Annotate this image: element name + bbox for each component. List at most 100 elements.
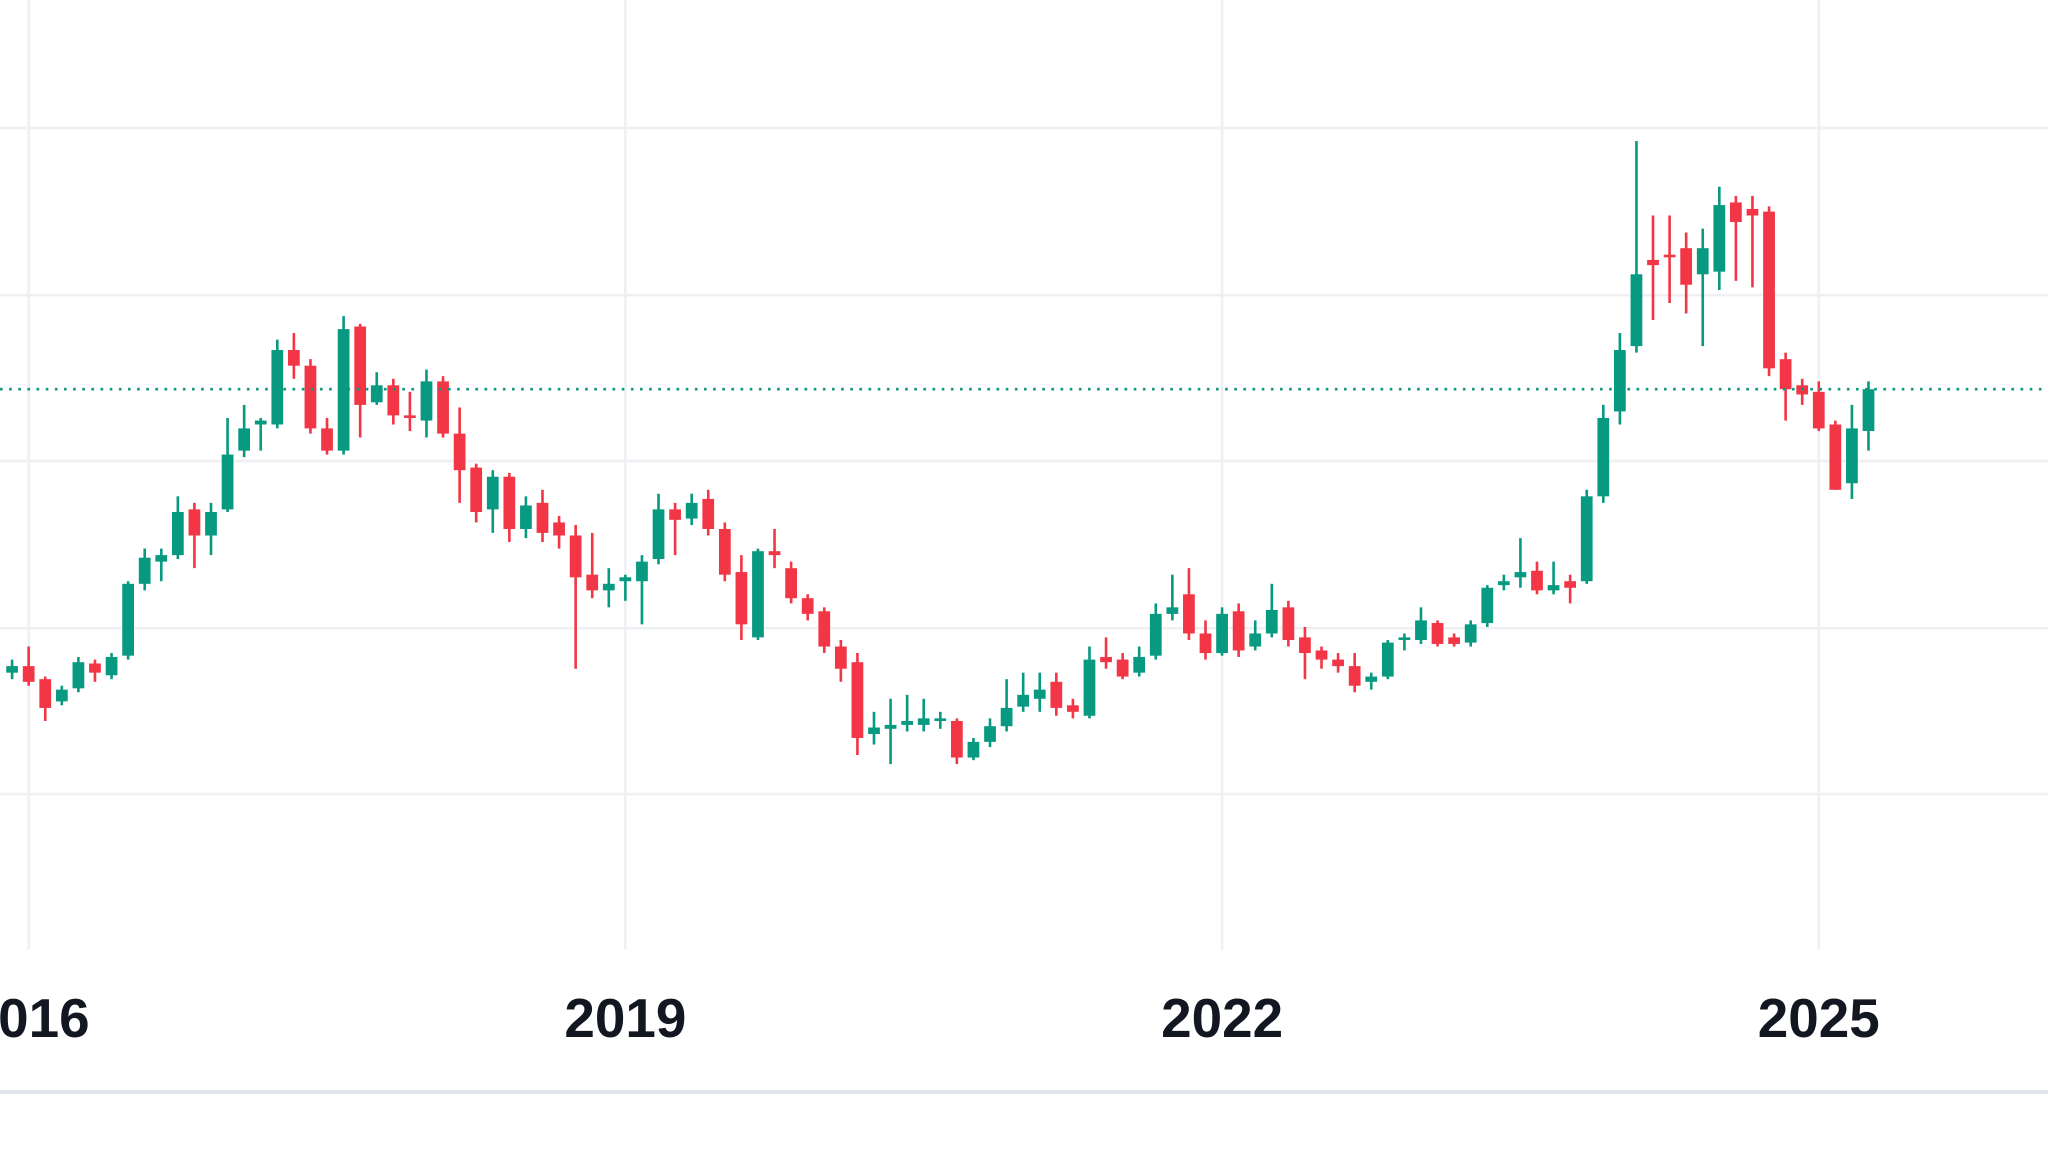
candle-body [39,679,52,708]
candle-body [1829,424,1842,490]
candle-body [1232,611,1245,651]
candle-body [271,350,284,425]
candle-body [1365,676,1378,682]
candle-body [1183,594,1195,634]
candle-body [1398,637,1411,640]
candle-body [1348,666,1361,686]
candle-body [884,724,897,729]
candle-body [652,509,665,560]
candle-body [619,577,632,582]
candle-body [702,498,715,529]
candle-body [470,467,483,512]
candle-body [1332,659,1344,667]
candle-body [387,385,400,416]
candle-body [1431,623,1444,644]
candle-body [917,718,930,725]
candle-body [287,350,300,366]
candle-body [1580,496,1593,582]
candle-body [1713,205,1726,272]
x-tick-label: 2022 [1161,987,1283,1049]
candle-body [1464,624,1477,643]
candle-body [934,718,947,721]
candle-body [1050,681,1063,708]
candle-body [1315,650,1328,660]
candle-body [984,726,996,742]
candle-body [1630,274,1643,347]
candle-body [420,381,433,421]
candle-body [404,415,416,418]
candle-body [1680,248,1693,285]
candle-body [105,656,118,676]
candle-body [602,583,615,591]
candle-body [950,720,963,758]
candle-body [1067,705,1079,712]
candle-body [1730,202,1742,223]
candle-body [636,561,648,582]
candle-body [1017,694,1030,707]
candle-body [586,574,599,591]
candle-body [503,476,516,529]
candle-body [818,611,831,647]
candle-body [1531,570,1543,591]
candle-body [1812,391,1825,429]
candle-body [221,454,234,510]
candle-body [1564,581,1577,588]
candle-body [238,428,251,451]
candle-body [1597,417,1610,497]
candle-body [752,551,764,638]
candle-body [735,572,748,625]
candle-body [685,502,698,519]
candle-body [669,509,681,520]
candle-body [1299,637,1311,654]
candle-body [1613,350,1626,412]
candle-body [171,512,184,556]
candle-body [1381,642,1394,677]
candle-body [1696,248,1709,275]
candle-body [801,598,814,614]
candle-body [1481,587,1494,624]
candle-body [1033,689,1046,699]
candle-body [1265,609,1278,634]
candle-body [1497,581,1510,586]
candle-body [1779,359,1792,390]
candle-body [1149,613,1162,656]
candle-body [1862,389,1875,432]
candle-body [122,583,135,656]
candle-body [1000,707,1013,727]
candle-body [834,646,847,669]
candle-body [569,535,582,578]
candle-body [304,365,317,429]
candle-body [453,433,466,471]
candle-body [1514,572,1527,578]
candle-body [22,666,35,682]
candle-body [155,555,168,562]
candle-body [901,720,914,725]
candle-body [1763,211,1775,369]
candle-body [205,512,217,536]
candle-body [138,557,151,584]
candle-body [6,666,18,673]
candle-body [1083,659,1096,716]
candle-body [1746,208,1759,216]
candle-body [1415,620,1427,640]
candle-body [553,522,565,536]
candle-body [1199,633,1212,654]
candle-body [1846,428,1858,484]
x-tick-label: 2025 [1758,987,1880,1049]
candle-body [354,326,367,405]
x-tick-label: 2016 [0,987,90,1049]
candle-body [370,385,383,403]
candle-body [254,420,267,425]
x-tick-label: 2019 [564,987,686,1049]
candle-body [520,505,532,529]
candle-body [851,662,864,738]
candle-body [1249,633,1262,647]
candle-body [486,476,499,510]
candle-body [55,689,68,702]
candle-body [321,428,333,451]
candle-body [1116,659,1129,677]
candle-body [1216,613,1228,654]
